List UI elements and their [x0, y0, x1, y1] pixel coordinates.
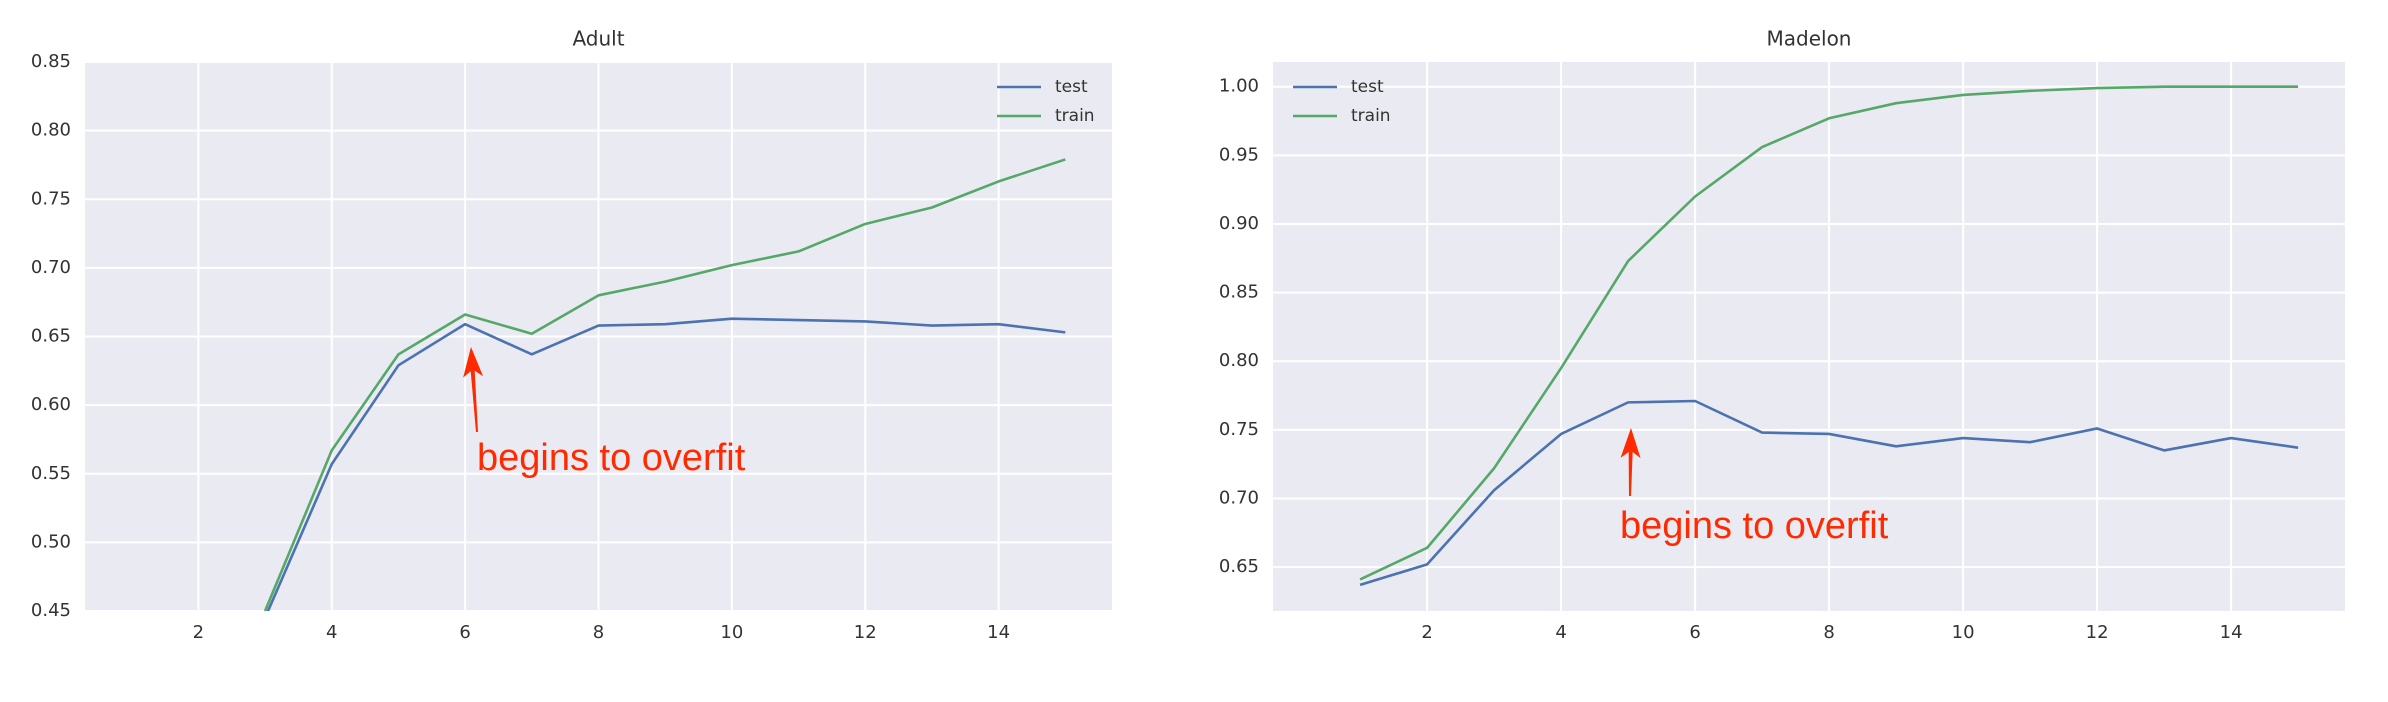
- y-tick-label: 0.80: [1219, 350, 1259, 371]
- x-tick-label: 6: [1689, 622, 1700, 643]
- x-tick-label: 12: [854, 622, 877, 643]
- legend-label: test: [1351, 77, 1384, 97]
- y-tick-label: 0.55: [31, 463, 71, 484]
- annotation-arrow: [463, 347, 484, 433]
- y-tick-label: 1.00: [1219, 76, 1259, 97]
- chart: Adult 0.45 0.50 0.55 0.60 0.65 0.70 0.75 0.80 0.8…: [31, 27, 1112, 643]
- chart-title: Adult: [572, 27, 624, 51]
- y-tick-label: 0.65: [1219, 556, 1259, 577]
- y-tick-label: 0.90: [1219, 213, 1259, 234]
- annotation-arrow: [1620, 428, 1641, 497]
- y-tick-label: 0.95: [1219, 144, 1259, 165]
- line: [263, 158, 1066, 611]
- y-tick-label: 0.85: [1219, 282, 1259, 303]
- x-tick-label: 2: [1421, 622, 1432, 643]
- y-tick-label: 0.70: [31, 257, 71, 278]
- x-tick-label: 8: [593, 622, 604, 643]
- line: [1359, 85, 2299, 581]
- x-tick-label: 10: [1952, 622, 1975, 643]
- annotation: begins to overfit: [1620, 505, 1889, 547]
- lines: [263, 158, 1066, 611]
- x-tick-label: 8: [1823, 622, 1834, 643]
- x-tick-label: 12: [2086, 622, 2109, 643]
- chart: Madelon 0.65 0.70 0.75 0.80 0.85 0.90 0.95 1.00 2…: [1219, 27, 2345, 643]
- legend-label: train: [1055, 106, 1095, 126]
- legend-label: test: [1055, 77, 1088, 97]
- x-tick-label: 6: [459, 622, 470, 643]
- y-tick-label: 0.85: [31, 51, 71, 72]
- y-tick-label: 0.75: [31, 188, 71, 209]
- y-tick-label: 0.70: [1219, 487, 1259, 508]
- x-tick-label: 4: [326, 622, 337, 643]
- lines: [1359, 85, 2299, 587]
- x-tick-label: 14: [2220, 622, 2243, 643]
- y-tick-label: 0.45: [31, 600, 71, 621]
- x-tick-label: 10: [720, 622, 743, 643]
- x-tick-label: 2: [193, 622, 204, 643]
- x-tick-label: 4: [1555, 622, 1566, 643]
- y-tick-label: 0.65: [31, 326, 71, 347]
- x-tick-label: 14: [987, 622, 1010, 643]
- y-tick-label: 0.60: [31, 394, 71, 415]
- chart-title: Madelon: [1767, 27, 1852, 51]
- line: [266, 317, 1066, 611]
- legend-label: train: [1351, 106, 1391, 126]
- annotation: begins to overfit: [477, 437, 746, 479]
- y-tick-label: 0.50: [31, 531, 71, 552]
- y-tick-label: 0.80: [31, 120, 71, 141]
- y-tick-label: 0.75: [1219, 419, 1259, 440]
- line: [1359, 399, 2299, 587]
